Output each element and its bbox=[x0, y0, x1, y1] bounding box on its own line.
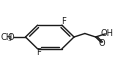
Text: CH: CH bbox=[0, 32, 12, 42]
Text: O: O bbox=[7, 32, 14, 42]
Text: F: F bbox=[61, 17, 66, 26]
Text: 3: 3 bbox=[8, 37, 12, 42]
Text: OH: OH bbox=[100, 29, 113, 38]
Text: O: O bbox=[98, 39, 105, 48]
Text: F: F bbox=[36, 48, 41, 57]
